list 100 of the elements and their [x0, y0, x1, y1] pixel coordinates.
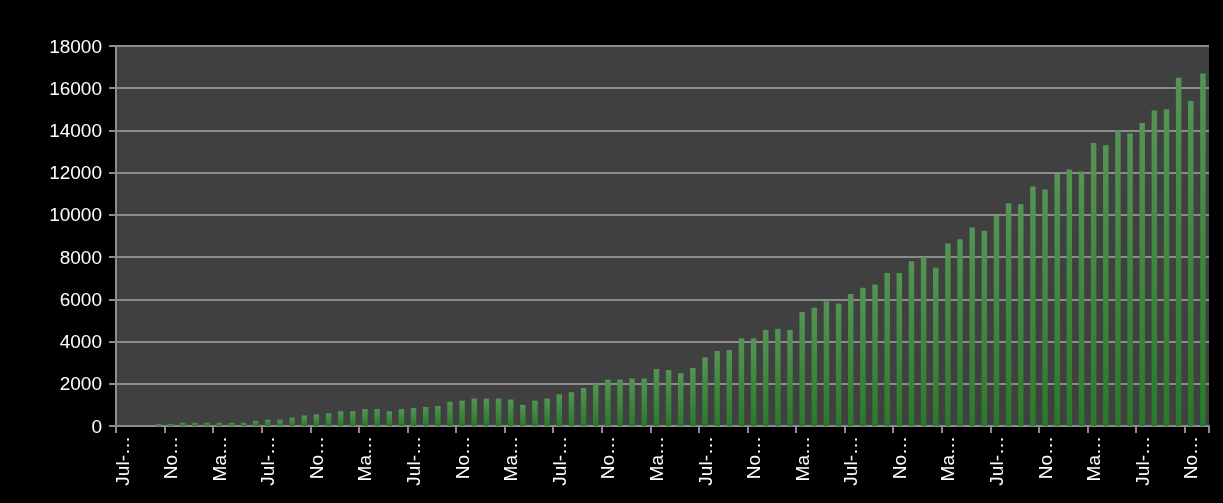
bar — [787, 329, 793, 426]
bar — [398, 409, 405, 426]
x-tick-label: Ma… — [791, 436, 813, 482]
bar — [945, 243, 951, 426]
bar — [447, 401, 453, 426]
y-tick-label: 6000 — [59, 288, 102, 310]
x-tick-label: Jul-… — [257, 436, 279, 486]
bar — [459, 400, 465, 426]
y-tick-label: 12000 — [49, 162, 102, 184]
x-tick-label: Jul-… — [111, 436, 133, 486]
bar — [1200, 73, 1206, 426]
bar — [617, 379, 623, 426]
bar — [265, 419, 271, 426]
bar — [495, 398, 502, 426]
x-tick-label: Ma… — [354, 436, 376, 482]
y-tick-label: 2000 — [59, 373, 102, 395]
bar — [665, 370, 672, 426]
bar — [677, 373, 684, 426]
bar — [532, 400, 538, 426]
x-tick-label: Ma… — [500, 436, 522, 482]
bar — [1163, 109, 1170, 426]
bar — [848, 294, 854, 426]
bar — [1188, 100, 1194, 426]
bar — [313, 414, 320, 426]
y-tick-label: 10000 — [49, 204, 102, 226]
bar — [180, 422, 186, 426]
bar — [204, 422, 210, 426]
x-tick-label: Ma… — [1083, 436, 1105, 482]
bar — [860, 287, 866, 426]
x-tick-label: Jul-… — [403, 436, 425, 486]
bar — [544, 398, 550, 426]
bar — [568, 392, 575, 426]
x-tick-label: Ma… — [208, 436, 230, 482]
bar — [629, 378, 635, 426]
bar — [1103, 145, 1109, 426]
bar — [580, 388, 587, 426]
bar — [1115, 130, 1121, 426]
bar — [957, 239, 963, 426]
bar — [908, 261, 915, 426]
bar — [471, 398, 477, 426]
x-tick-label: No… — [305, 436, 327, 480]
x-tick-label: No… — [597, 436, 619, 480]
x-tick-label: Jul-… — [985, 436, 1007, 486]
bar — [835, 303, 842, 426]
bar — [1054, 173, 1060, 426]
y-tick-label: 0 — [91, 415, 102, 437]
bar — [726, 350, 733, 426]
bar — [1018, 204, 1024, 426]
bar — [702, 357, 708, 426]
bar — [823, 301, 830, 426]
bar — [775, 328, 781, 426]
bar — [386, 411, 392, 426]
x-tick-label: Jul-… — [694, 436, 716, 486]
bar — [1066, 169, 1073, 426]
bar — [277, 419, 283, 426]
bar — [301, 415, 307, 426]
bar — [1139, 123, 1145, 426]
bar — [714, 351, 720, 426]
y-tick-label: 14000 — [49, 119, 102, 141]
bar — [738, 338, 745, 426]
bar — [216, 422, 222, 426]
x-tick-label: Jul-… — [548, 436, 570, 486]
y-tick-label: 4000 — [59, 331, 102, 353]
bar — [1005, 203, 1012, 426]
x-tick-label: Ma… — [645, 436, 667, 482]
x-tick-label: Ma… — [937, 436, 959, 482]
bar — [350, 411, 356, 426]
bar — [483, 398, 490, 426]
x-tick-label: No… — [451, 436, 473, 480]
bar — [969, 227, 975, 426]
bar — [1175, 77, 1182, 426]
bar — [556, 394, 562, 426]
x-tick-label: No… — [1180, 436, 1202, 480]
x-tick-label: No… — [1034, 436, 1056, 480]
bar — [811, 307, 818, 426]
bar — [289, 417, 295, 426]
bar — [799, 312, 805, 426]
bar — [192, 422, 198, 426]
bar — [435, 405, 441, 426]
bar — [1042, 189, 1048, 426]
bar — [507, 399, 514, 426]
y-tick-label: 16000 — [49, 77, 102, 99]
bar — [920, 257, 927, 426]
bar — [993, 215, 1000, 426]
bar — [653, 369, 660, 426]
bar — [325, 413, 332, 426]
bar — [337, 411, 344, 426]
y-tick-label: 18000 — [49, 35, 102, 57]
bar — [1151, 110, 1158, 426]
bar — [896, 272, 903, 426]
x-tick-label: No… — [888, 436, 910, 480]
x-tick-label: Jul-… — [1131, 436, 1153, 486]
x-tick-label: No… — [160, 436, 182, 480]
bar — [641, 378, 648, 426]
bar — [520, 404, 526, 426]
bar — [410, 408, 417, 426]
bar — [872, 284, 878, 426]
x-tick-label: No… — [743, 436, 765, 480]
bar — [1090, 143, 1097, 426]
bar — [1030, 186, 1036, 426]
